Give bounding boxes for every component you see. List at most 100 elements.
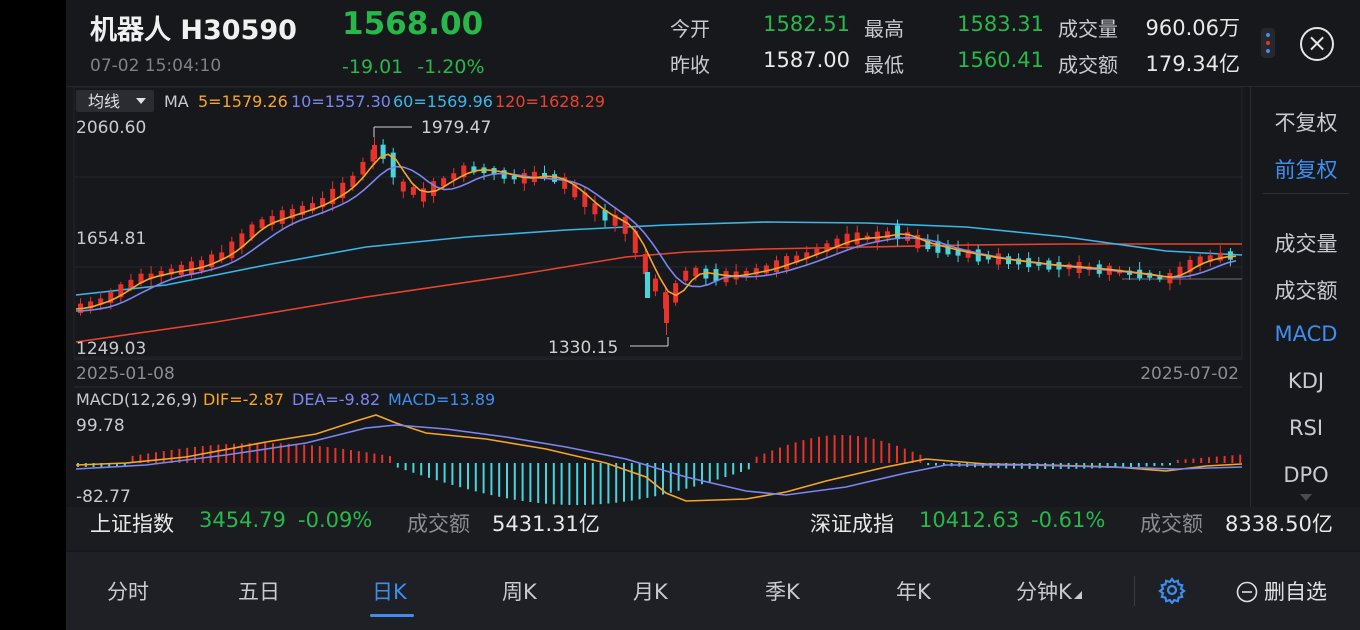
candle-body	[895, 225, 901, 240]
side-item-dpo[interactable]: DPO	[1283, 463, 1329, 487]
candle-body	[360, 161, 366, 175]
candle-body	[645, 272, 650, 298]
ma120-line	[75, 243, 1242, 343]
date-end: 2025-07-02	[1140, 364, 1239, 384]
ma-selector-label: 均线	[88, 92, 120, 111]
tab-yearly-k[interactable]: 年K	[896, 580, 931, 604]
candle-body	[612, 214, 618, 226]
candle-body	[632, 230, 638, 254]
candle-body	[471, 166, 477, 173]
side-item-forward-adjust[interactable]: 前复权	[1274, 158, 1338, 182]
y-axis-mid: 1654.81	[76, 229, 146, 249]
chevron-down-icon	[136, 98, 146, 104]
candle-body	[1187, 259, 1193, 273]
sz-index-name: 深证成指	[810, 512, 894, 536]
candle-body	[763, 265, 769, 274]
sz-index-pct: -0.61%	[1031, 508, 1106, 532]
side-item-no-adjust[interactable]: 不复权	[1274, 111, 1338, 135]
candle-body	[98, 298, 104, 305]
kline-chart[interactable]: 均线 MA 5=1579.26 10=1557.30 60=1569.96 12…	[66, 86, 1250, 507]
ma-selector[interactable]	[76, 90, 154, 112]
price-change-pct: -1.20%	[417, 56, 485, 78]
macd-histogram	[77, 435, 1242, 505]
candle-body	[683, 270, 689, 281]
candle-body	[410, 187, 416, 195]
candle-body	[420, 188, 426, 202]
quote-value-open: 1582.51	[763, 12, 850, 36]
delete-favorite-button[interactable]: 删自选	[1236, 576, 1327, 606]
tab-five-day[interactable]: 五日	[238, 580, 280, 604]
ma5-line	[75, 153, 1237, 310]
candle-body	[441, 178, 447, 187]
candle-body	[592, 203, 598, 215]
period-tab-bar: 分时 五日 日K 周K 月K 季K 年K 分钟K 删自选	[66, 552, 1360, 630]
quote-value-volume: 960.06万	[1145, 16, 1240, 40]
candle-body	[199, 260, 205, 271]
ma60-value: 60=1569.96	[393, 92, 493, 111]
candle-body	[844, 233, 850, 246]
candle-body	[743, 270, 749, 276]
side-item-volume[interactable]: 成交量	[1274, 232, 1338, 256]
scroll-down-icon[interactable]	[1300, 494, 1312, 502]
candle-body	[289, 208, 295, 219]
macd-y-bottom: -82.77	[76, 487, 131, 507]
candle-body	[652, 278, 658, 292]
tab-quarterly-k[interactable]: 季K	[765, 580, 800, 604]
candle-body	[804, 252, 810, 259]
candle-body	[501, 170, 507, 179]
tab-intraday[interactable]: 分时	[107, 580, 149, 604]
gear-icon[interactable]	[1158, 576, 1186, 604]
candle-body	[854, 232, 860, 245]
candle-body	[664, 295, 669, 323]
candle-body	[1167, 272, 1173, 284]
candle-body	[935, 240, 941, 253]
minus-circle-icon	[1236, 581, 1258, 603]
candle-body	[451, 173, 457, 180]
close-icon[interactable]: ×	[1300, 27, 1334, 61]
quote-label-prev-close: 昨收	[670, 53, 710, 77]
side-item-rsi[interactable]: RSI	[1288, 416, 1324, 440]
candle-body	[784, 256, 790, 270]
candle-body	[1217, 252, 1223, 261]
macd-y-top: 99.78	[76, 416, 125, 436]
side-item-macd[interactable]: MACD	[1274, 322, 1338, 346]
candle-body	[572, 184, 578, 198]
min-price-label: 1330.15	[548, 338, 618, 358]
candle-body	[259, 219, 265, 229]
macd-dea-line	[75, 424, 1243, 496]
price-change: -19.01 -1.20%	[342, 56, 485, 78]
macd-value: MACD=13.89	[388, 390, 495, 409]
tab-weekly-k[interactable]: 周K	[502, 580, 537, 604]
sh-index-value: 3454.79	[199, 508, 286, 532]
candle-body	[542, 172, 547, 179]
quote-value-amount: 179.34亿	[1145, 52, 1240, 76]
candle-body	[905, 232, 911, 241]
sh-amount-label: 成交额	[407, 512, 470, 536]
tab-monthly-k[interactable]: 月K	[633, 580, 668, 604]
side-item-amount[interactable]: 成交额	[1274, 279, 1338, 303]
quote-label-open: 今开	[670, 17, 710, 41]
kline-grid-frame	[73, 86, 1243, 358]
corner-arrow-icon	[1073, 591, 1082, 599]
candle-body	[1157, 274, 1163, 280]
candle-body	[925, 239, 931, 250]
candle-body	[965, 249, 971, 258]
candle-body	[239, 233, 245, 248]
tab-daily-k[interactable]: 日K	[372, 580, 407, 604]
chart-grid	[73, 86, 1243, 388]
candle-body	[562, 177, 568, 189]
vertical-dots-icon[interactable]	[1261, 28, 1275, 58]
tab-minute-k[interactable]: 分钟K	[1016, 576, 1082, 606]
ma120-path	[75, 243, 1242, 343]
active-tab-indicator	[370, 614, 414, 617]
quote-label-high: 最高	[864, 17, 904, 41]
candle-body	[642, 254, 648, 275]
tab-minute-k-label: 分钟K	[1016, 580, 1072, 604]
side-item-kdj[interactable]: KDJ	[1287, 369, 1325, 393]
candle-body	[108, 292, 114, 303]
ma10-value: 10=1557.30	[291, 92, 391, 111]
kline-chart-area[interactable]: 均线 MA 5=1579.26 10=1557.30 60=1569.96 12…	[66, 86, 1250, 507]
candle-body	[249, 224, 255, 238]
macd-label: MACD(12,26,9)	[76, 390, 198, 409]
candle-body	[148, 273, 154, 279]
